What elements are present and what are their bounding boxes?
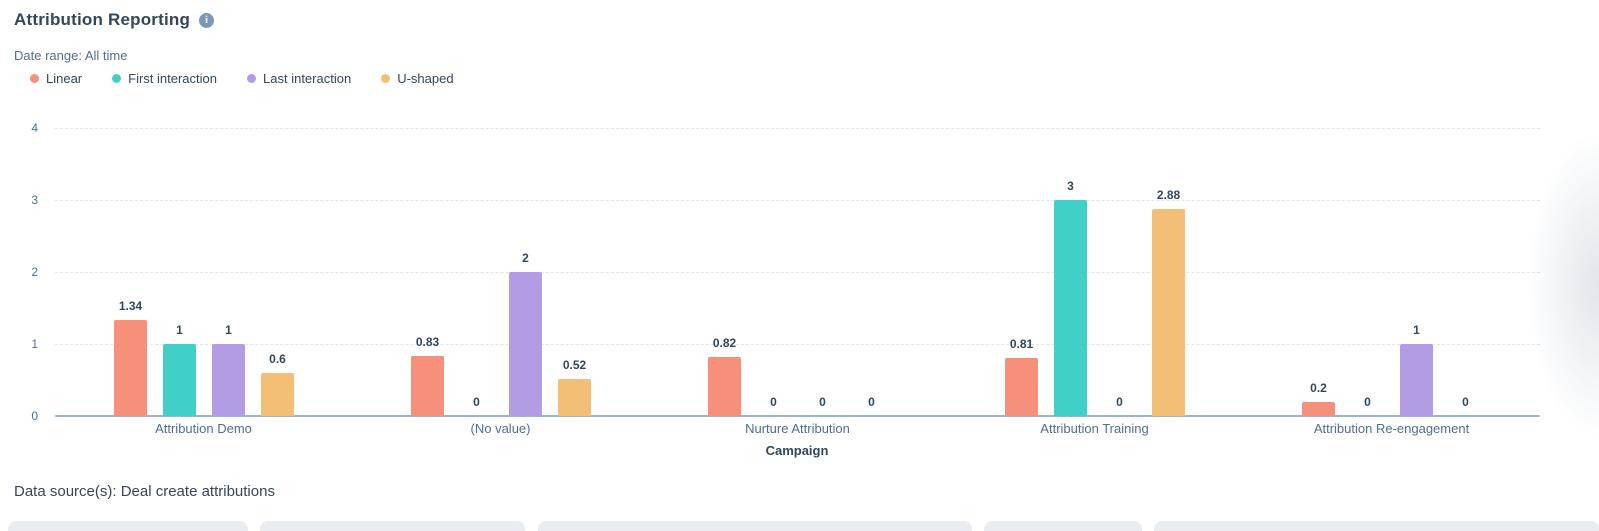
bar-value-label: 2.88 [1156, 188, 1181, 202]
below-card-edge [1154, 521, 1599, 531]
bar-value-label: 3 [1067, 179, 1074, 193]
bar-value-label: 0 [868, 395, 875, 409]
report-header: Attribution Reporting i [14, 10, 215, 30]
bar-value-label: 0 [1116, 395, 1123, 409]
bar-last-interaction-attribution-re-engagement[interactable] [1400, 344, 1433, 416]
bar-value-label: 0.6 [269, 352, 286, 366]
x-category-label: Nurture Attribution [745, 421, 850, 436]
bar-value-label: 0.52 [562, 358, 587, 372]
bar-value-label: 1 [176, 323, 183, 337]
bar-value-label: 1 [225, 323, 232, 337]
y-tick-label: 0 [31, 409, 38, 423]
legend-dot [381, 74, 391, 83]
bar-value-label: 0 [473, 395, 480, 409]
below-card-edge [260, 521, 525, 531]
legend-item-last-interaction[interactable]: Last interaction [247, 71, 351, 86]
legend-label: U-shaped [397, 71, 454, 86]
bar-linear-attribution-training[interactable] [1005, 358, 1038, 416]
x-category-label: Attribution Demo [155, 421, 252, 436]
legend-item-first-interaction[interactable]: First interaction [112, 71, 217, 86]
bar-value-label: 0.83 [415, 335, 440, 349]
bar-value-label: 0.82 [712, 336, 737, 350]
x-axis-line [55, 415, 1540, 417]
info-icon[interactable]: i [199, 12, 215, 28]
below-card-edge [984, 521, 1142, 531]
bar-value-label: 2 [522, 251, 529, 265]
gridline [55, 128, 1540, 129]
x-category-label: Attribution Training [1040, 421, 1149, 436]
legend-dot [247, 74, 257, 83]
bar-u-shaped-attribution-demo[interactable] [261, 373, 294, 416]
bar-linear-nurture-attribution[interactable] [708, 357, 741, 416]
bar-linear-no-value[interactable] [411, 356, 444, 416]
bar-first-interaction-attribution-demo[interactable] [163, 344, 196, 416]
legend-item-u-shaped[interactable]: U-shaped [381, 71, 454, 86]
x-axis-title: Campaign [765, 443, 829, 458]
bar-value-label: 0 [770, 395, 777, 409]
bar-value-label: 0.2 [1310, 381, 1327, 395]
x-category-label: (No value) [470, 421, 531, 436]
legend-item-linear[interactable]: Linear [30, 71, 82, 86]
bar-value-label: 0 [1364, 395, 1371, 409]
y-tick-label: 1 [31, 337, 38, 351]
y-tick-label: 2 [31, 265, 38, 279]
below-card-edge [538, 521, 972, 531]
x-category-label: Attribution Re-engagement [1313, 421, 1470, 436]
gridline [55, 344, 1540, 345]
y-tick-label: 3 [31, 193, 38, 207]
bar-linear-attribution-demo[interactable] [114, 320, 147, 416]
gridline [55, 200, 1540, 201]
bar-last-interaction-no-value[interactable] [509, 272, 542, 416]
bar-value-label: 1 [1413, 323, 1420, 337]
legend-dot [112, 74, 122, 83]
date-range-label: Date range: All time [14, 48, 128, 63]
legend-label: First interaction [128, 71, 218, 86]
below-card-edge [8, 521, 248, 531]
report-title: Attribution Reporting [14, 10, 191, 29]
bar-linear-attribution-re-engagement[interactable] [1302, 402, 1335, 416]
legend-label: Last interaction [263, 71, 352, 86]
legend-label: Linear [46, 71, 83, 86]
chart-legend: Linear First interaction Last interaction U… [30, 71, 454, 86]
bar-value-label: 0.81 [1009, 337, 1034, 351]
bar-first-interaction-attribution-training[interactable] [1054, 200, 1087, 416]
bar-value-label: 0 [819, 395, 826, 409]
bar-value-label: 0 [1462, 395, 1469, 409]
y-tick-label: 4 [31, 121, 38, 135]
data-source-label: Data source(s): Deal create attributions [14, 483, 275, 500]
legend-dot [30, 74, 39, 83]
bar-last-interaction-attribution-demo[interactable] [212, 344, 245, 416]
bar-u-shaped-attribution-training[interactable] [1152, 209, 1185, 416]
bar-value-label: 1.34 [118, 299, 143, 313]
gridline [55, 272, 1540, 273]
bar-u-shaped-no-value[interactable] [558, 379, 591, 416]
